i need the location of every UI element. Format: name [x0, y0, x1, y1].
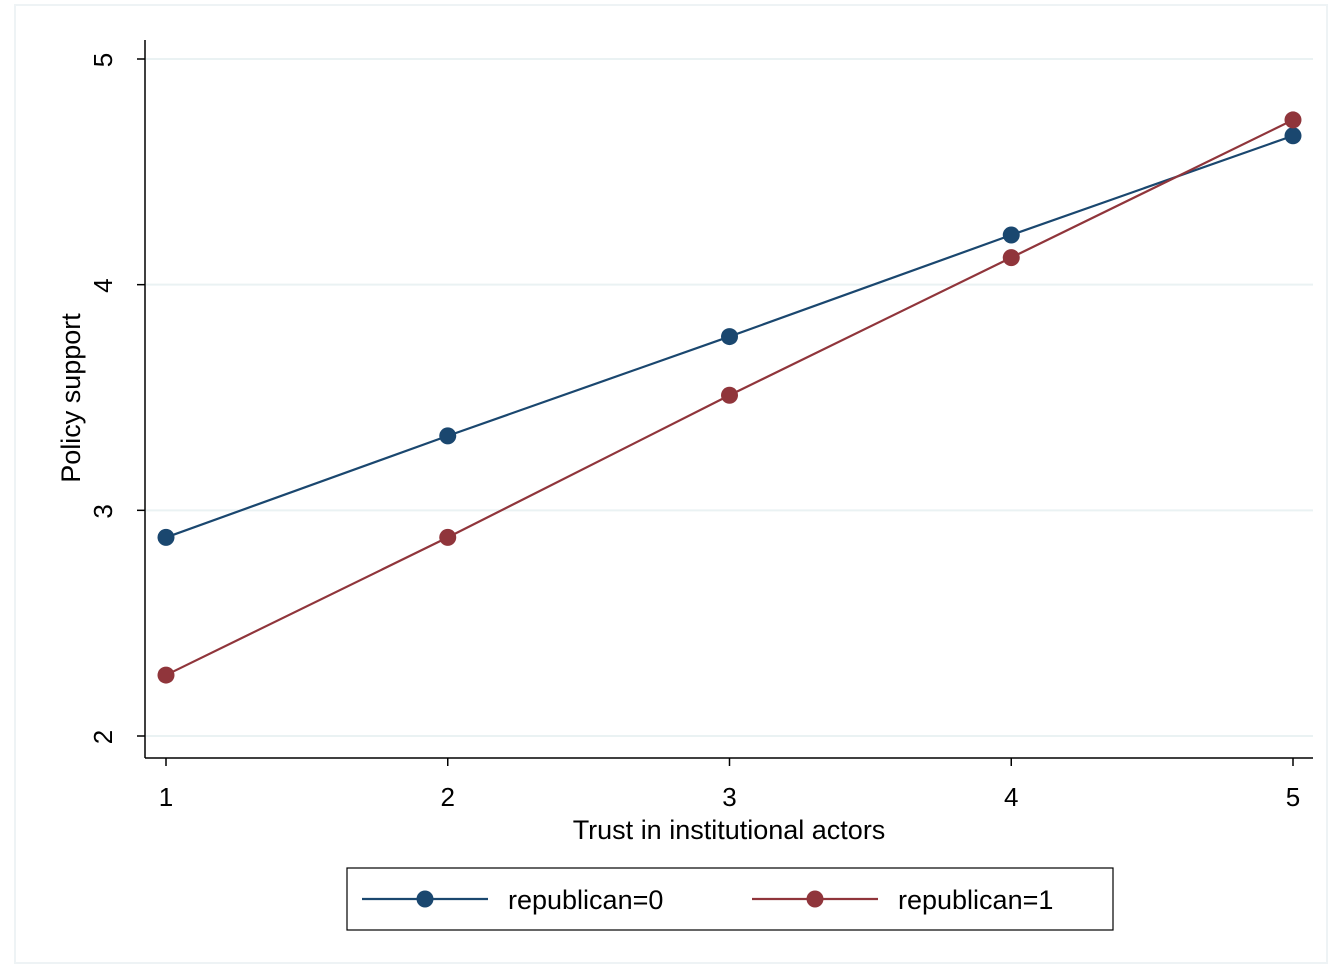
x-tick-label: 3 [722, 782, 736, 812]
data-point [1002, 249, 1020, 267]
grid [146, 58, 1313, 737]
data-point [157, 666, 175, 684]
legend-label: republican=0 [508, 885, 663, 915]
legend-entry: republican=1 [752, 885, 1053, 915]
x-tick-label: 1 [159, 782, 173, 812]
data-point [1284, 111, 1302, 129]
y-tick-label: 4 [88, 278, 118, 292]
legend: republican=0 republican=1 [346, 867, 1114, 931]
y-axis-title: Policy support [56, 313, 86, 483]
data-point [439, 528, 457, 546]
data-point [721, 386, 738, 404]
legend-marker [806, 890, 824, 908]
x-axis-title: Trust in institutional actors [573, 815, 886, 845]
y-tick-label: 5 [88, 53, 118, 67]
legend-label: republican=1 [898, 885, 1053, 915]
legend-entry: republican=0 [362, 885, 663, 915]
data-point [721, 328, 738, 346]
x-tick-label: 5 [1286, 782, 1300, 812]
series-republican=1 [157, 111, 1302, 684]
y-tick-label: 3 [88, 504, 118, 518]
x-ticks: 1 2 3 4 5 [159, 758, 1300, 812]
data-point [439, 427, 457, 445]
x-tick-label: 4 [1004, 782, 1018, 812]
series [157, 111, 1302, 684]
x-tick-label: 2 [441, 782, 455, 812]
data-point [1002, 226, 1020, 244]
series-republican=0 [157, 127, 1302, 546]
data-point [1284, 127, 1302, 145]
y-ticks: 2 3 4 5 [88, 53, 145, 744]
outer-border [14, 4, 1328, 964]
legend-entries: republican=0 republican=1 [362, 885, 1053, 915]
y-tick-label: 2 [88, 730, 118, 744]
legend-marker [416, 890, 434, 908]
data-point [157, 528, 175, 546]
